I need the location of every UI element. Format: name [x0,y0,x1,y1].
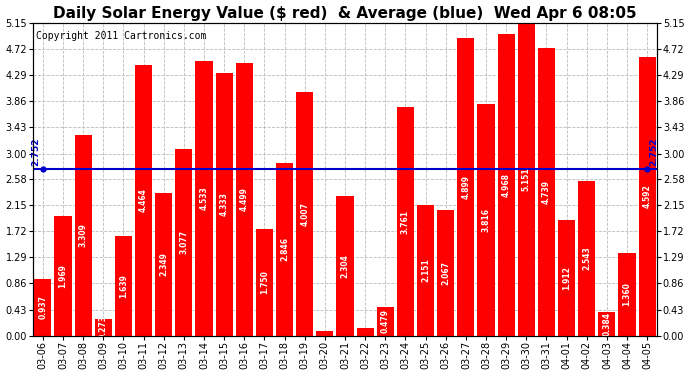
Bar [34,279,51,336]
Bar [236,63,253,336]
Bar [578,182,595,336]
Bar [477,104,495,336]
Text: 1.912: 1.912 [562,266,571,290]
Text: 4.739: 4.739 [542,180,551,204]
Bar [175,149,193,336]
Bar [296,93,313,336]
Bar [357,328,374,336]
Text: 1.360: 1.360 [622,282,631,306]
Text: 4.464: 4.464 [139,188,148,212]
Bar [337,196,353,336]
Text: 4.899: 4.899 [462,175,471,199]
Text: 1.969: 1.969 [59,264,68,288]
Bar [195,60,213,336]
Bar [276,163,293,336]
Bar [437,210,454,336]
Text: 0.479: 0.479 [381,309,390,333]
Text: 2.846: 2.846 [280,237,289,261]
Bar [558,220,575,336]
Bar [618,253,635,336]
Bar [95,319,112,336]
Text: 0.384: 0.384 [602,312,611,336]
Bar [598,312,615,336]
Text: 2.067: 2.067 [441,261,451,285]
Bar [457,38,475,336]
Title: Daily Solar Energy Value ($ red)  & Average (blue)  Wed Apr 6 08:05: Daily Solar Energy Value ($ red) & Avera… [53,6,637,21]
Text: 3.309: 3.309 [79,223,88,247]
Text: 2.543: 2.543 [582,247,591,270]
Bar [639,57,656,336]
Bar [135,65,152,336]
Bar [518,23,535,336]
Text: 3.761: 3.761 [401,210,410,234]
Text: 5.151: 5.151 [522,168,531,191]
Bar [538,48,555,336]
Text: 4.333: 4.333 [219,192,228,216]
Bar [75,135,92,336]
Bar [155,193,172,336]
Text: Copyright 2011 Cartronics.com: Copyright 2011 Cartronics.com [36,31,206,41]
Text: 2.349: 2.349 [159,252,168,276]
Text: 3.816: 3.816 [482,208,491,232]
Text: 4.533: 4.533 [199,186,208,210]
Text: 4.592: 4.592 [642,184,651,208]
Text: 2.304: 2.304 [340,254,350,278]
Bar [497,34,515,336]
Text: 2.752: 2.752 [31,137,40,166]
Text: 4.499: 4.499 [239,187,249,211]
Bar [256,230,273,336]
Bar [55,216,72,336]
Bar [397,107,414,336]
Bar [115,236,132,336]
Text: 1.750: 1.750 [260,271,269,294]
Bar [215,73,233,336]
Text: 0.937: 0.937 [39,295,48,319]
Text: 4.968: 4.968 [502,173,511,197]
Text: 2.752: 2.752 [650,137,659,166]
Bar [377,307,394,336]
Text: 0.273: 0.273 [99,315,108,339]
Bar [417,205,434,336]
Text: 3.077: 3.077 [179,230,188,254]
Text: 4.007: 4.007 [300,202,309,226]
Text: 1.639: 1.639 [119,274,128,298]
Text: 2.151: 2.151 [421,258,430,282]
Bar [316,331,333,336]
